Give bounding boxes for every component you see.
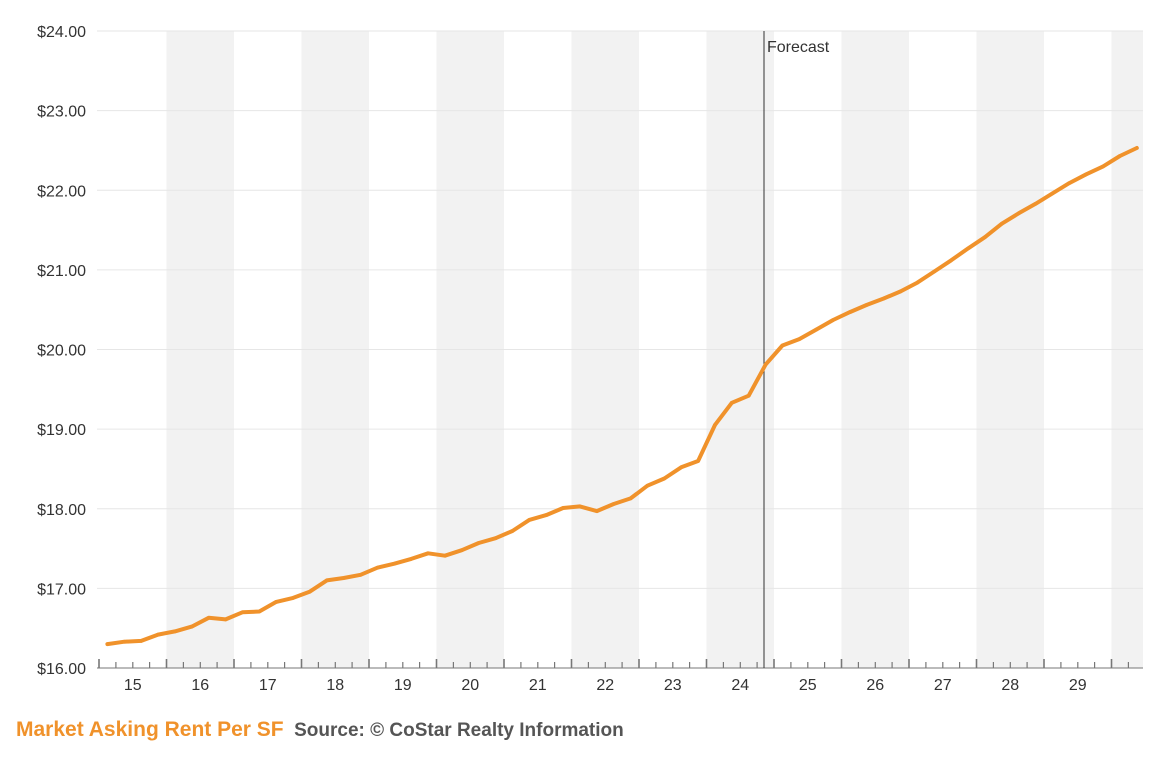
y-tick-label: $23.00 bbox=[37, 104, 86, 121]
data-point bbox=[223, 617, 228, 622]
data-point bbox=[105, 642, 110, 646]
x-tick-label: 18 bbox=[326, 677, 344, 694]
data-point bbox=[1101, 164, 1105, 169]
x-tick-label: 19 bbox=[394, 677, 412, 694]
y-tick-label: $16.00 bbox=[37, 661, 86, 678]
x-tick-label: 26 bbox=[866, 677, 884, 694]
data-point bbox=[139, 639, 143, 643]
y-tick-label: $18.00 bbox=[37, 502, 86, 519]
data-point bbox=[308, 589, 312, 594]
data-point bbox=[662, 476, 667, 481]
data-point bbox=[274, 600, 279, 604]
data-point bbox=[291, 596, 295, 600]
y-tick-label: $22.00 bbox=[37, 183, 86, 200]
chart-caption: Market Asking Rent Per SF Source: © CoSt… bbox=[16, 718, 624, 742]
data-point bbox=[865, 303, 869, 307]
data-point bbox=[325, 578, 329, 583]
data-point bbox=[510, 529, 515, 533]
data-point bbox=[848, 310, 852, 314]
data-point bbox=[190, 624, 194, 629]
data-point bbox=[966, 246, 970, 251]
series-layer bbox=[105, 146, 1139, 647]
data-point bbox=[156, 632, 160, 637]
x-tick-label: 16 bbox=[191, 677, 209, 694]
data-point bbox=[561, 506, 565, 510]
data-point bbox=[426, 551, 430, 556]
data-point bbox=[460, 548, 464, 552]
x-tick-label: 17 bbox=[259, 677, 277, 694]
x-tick-label: 25 bbox=[799, 677, 817, 694]
data-point bbox=[983, 235, 987, 239]
y-axis-labels: $16.00 $17.00 $18.00 $19.00 $20.00 $21.00 $22.… bbox=[37, 24, 86, 678]
data-point bbox=[645, 483, 650, 488]
data-point bbox=[409, 557, 414, 561]
data-point bbox=[578, 504, 582, 509]
x-tick-label: 24 bbox=[731, 677, 749, 694]
data-point bbox=[611, 502, 616, 506]
x-tick-label: 21 bbox=[529, 677, 547, 694]
data-point bbox=[831, 318, 835, 322]
x-tick-label: 20 bbox=[461, 677, 479, 694]
data-point bbox=[814, 327, 818, 332]
data-point bbox=[713, 423, 717, 427]
chart: $16.00 $17.00 $18.00 $19.00 $20.00 $21.00 $22.… bbox=[37, 24, 1143, 694]
series-line-0 bbox=[105, 146, 1139, 647]
data-point bbox=[1016, 211, 1021, 216]
data-point bbox=[1084, 172, 1088, 177]
y-tick-label: $17.00 bbox=[37, 581, 86, 598]
x-tick-label: 23 bbox=[664, 677, 682, 694]
forecast-label: Forecast bbox=[767, 39, 830, 56]
data-point bbox=[780, 343, 785, 348]
data-point bbox=[881, 296, 886, 301]
data-point bbox=[493, 536, 498, 540]
data-point bbox=[696, 459, 700, 463]
data-point bbox=[341, 576, 346, 580]
data-point bbox=[1033, 202, 1038, 206]
data-point bbox=[375, 565, 380, 570]
data-point bbox=[443, 553, 447, 558]
data-point bbox=[915, 280, 920, 285]
data-point bbox=[1135, 146, 1139, 150]
data-point bbox=[628, 496, 633, 501]
data-point bbox=[206, 616, 211, 620]
data-point bbox=[797, 337, 802, 341]
y-tick-label: $20.00 bbox=[37, 343, 86, 360]
x-tick-label: 28 bbox=[1001, 677, 1019, 694]
data-point bbox=[173, 629, 177, 634]
data-point bbox=[595, 509, 599, 513]
data-point bbox=[240, 610, 245, 615]
data-point bbox=[476, 541, 481, 545]
data-point bbox=[763, 362, 768, 367]
x-tick-label: 29 bbox=[1069, 677, 1087, 694]
data-point bbox=[679, 465, 683, 470]
y-tick-label: $19.00 bbox=[37, 422, 86, 439]
data-point bbox=[544, 513, 548, 517]
x-axis-labels: 15 16 17 18 19 20 21 22 23 24 25 26 27 28 29 bbox=[124, 677, 1087, 694]
gridlines bbox=[97, 30, 1143, 589]
data-point bbox=[257, 609, 262, 614]
x-tick-label: 22 bbox=[596, 677, 614, 694]
data-point bbox=[1050, 191, 1055, 196]
data-point bbox=[949, 258, 953, 263]
data-point bbox=[1118, 154, 1122, 158]
y-tick-label: $24.00 bbox=[37, 24, 86, 41]
data-point bbox=[1000, 221, 1004, 226]
data-point bbox=[392, 561, 397, 566]
data-point bbox=[932, 269, 937, 274]
x-axis bbox=[97, 659, 1143, 669]
chart-caption-source: Source: © CoStar Realty Information bbox=[294, 720, 624, 741]
forecast-marker: Forecast bbox=[763, 31, 830, 668]
data-point bbox=[122, 639, 127, 644]
chart-caption-title: Market Asking Rent Per SF bbox=[16, 718, 284, 741]
data-point bbox=[730, 401, 734, 405]
y-tick-label: $21.00 bbox=[37, 263, 86, 280]
data-point bbox=[746, 393, 751, 398]
data-point bbox=[527, 518, 532, 522]
data-point bbox=[1067, 181, 1072, 185]
x-tick-label: 15 bbox=[124, 677, 142, 694]
x-tick-label: 27 bbox=[934, 677, 952, 694]
data-point bbox=[358, 573, 363, 577]
data-point bbox=[898, 289, 903, 294]
